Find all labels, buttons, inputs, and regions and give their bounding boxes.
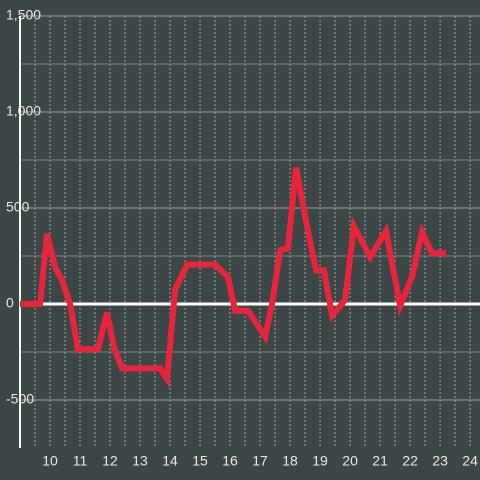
- y-tick-label: 500: [6, 199, 30, 215]
- x-tick-label: 16: [222, 453, 238, 469]
- x-tick-label: 21: [372, 453, 388, 469]
- x-tick-label: 12: [102, 453, 118, 469]
- x-tick-label: 23: [432, 453, 448, 469]
- y-tick-label: 0: [6, 295, 14, 311]
- x-tick-label: 13: [132, 453, 148, 469]
- x-tick-label: 11: [73, 453, 88, 469]
- line: [20, 167, 447, 388]
- x-tick-label: 18: [282, 453, 298, 469]
- x-tick-label: 20: [342, 453, 358, 469]
- x-tick-label: 19: [312, 453, 328, 469]
- x-tick-label: 15: [192, 453, 208, 469]
- y-tick-label: 1,000: [6, 103, 41, 119]
- x-tick-label: 22: [402, 453, 418, 469]
- y-tick-label: 1,500: [6, 7, 41, 23]
- x-tick-label: 24: [462, 453, 478, 469]
- x-tick-label: 17: [252, 453, 268, 469]
- x-tick-label: 10: [42, 453, 58, 469]
- x-tick-label: 14: [162, 453, 178, 469]
